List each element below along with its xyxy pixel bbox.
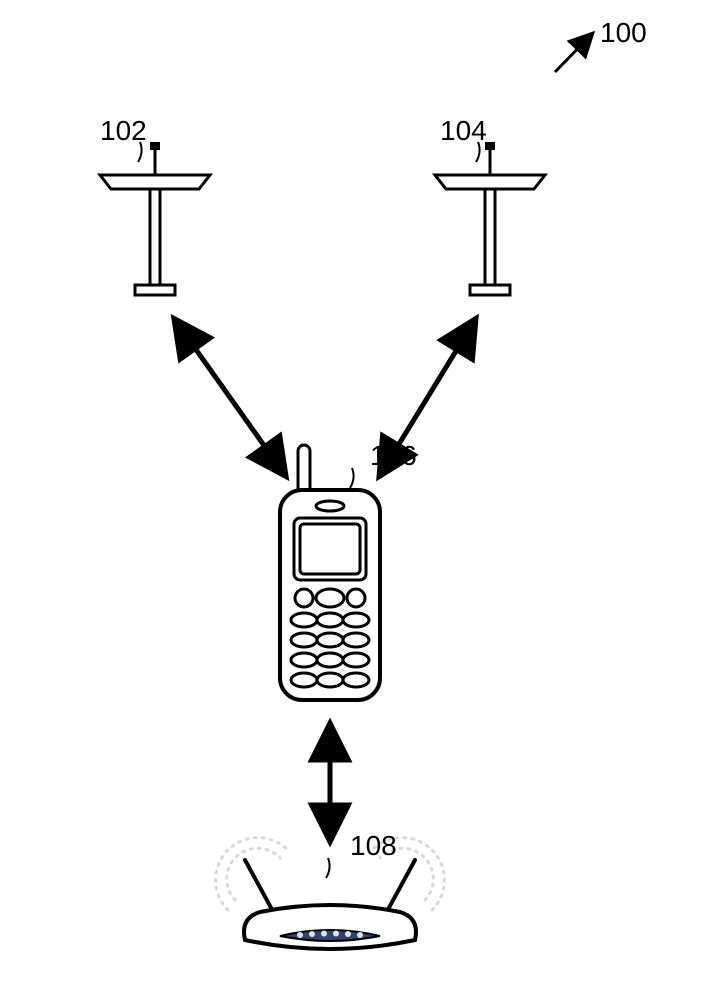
edge-tower-right-phone: [380, 320, 475, 475]
node-label-tower-right: 104: [440, 115, 487, 146]
system-arrow-icon: [555, 34, 592, 72]
node-phone: 106: [280, 440, 417, 700]
diagram-canvas: 100 102 104 106 108: [0, 0, 717, 1000]
node-label-router: 108: [350, 830, 397, 861]
node-tower-right: 104: [435, 115, 545, 295]
router-icon: [216, 838, 445, 949]
node-label-tower-left: 102: [100, 115, 147, 146]
node-router: 108: [216, 830, 445, 949]
base-station-icon: [435, 142, 545, 295]
node-tower-left: 102: [100, 115, 210, 295]
base-station-icon: [100, 142, 210, 295]
mobile-phone-icon: [280, 445, 380, 700]
system-label-group: 100: [555, 17, 647, 72]
system-label: 100: [600, 17, 647, 48]
label-tick-icon: [350, 468, 354, 488]
label-tick-icon: [326, 858, 330, 878]
edge-tower-left-phone: [175, 320, 285, 475]
